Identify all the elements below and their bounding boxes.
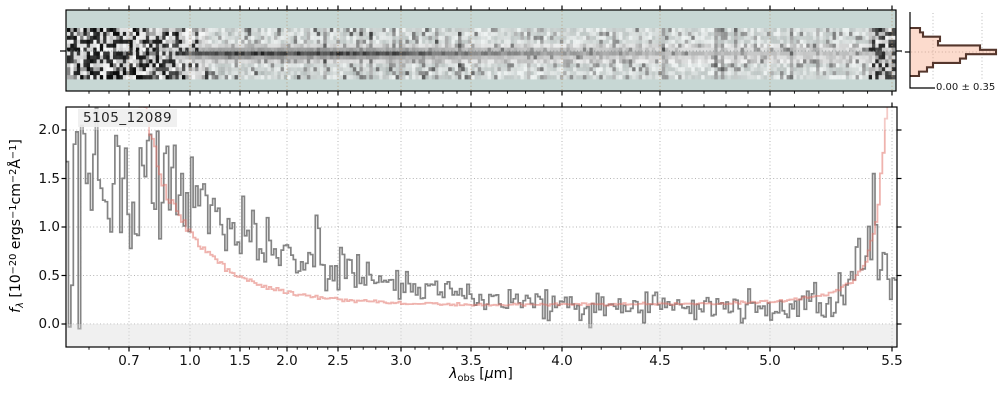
axis-label-segment: −2: [7, 168, 19, 184]
x-tick-label: 1.5: [229, 353, 251, 369]
x-tick-label: 2.0: [276, 353, 298, 369]
histogram-stats-label: 0.00 ± 0.35: [936, 82, 996, 93]
x-axis-label: λobs [μm]: [449, 366, 513, 384]
x-tick-label: 4.5: [649, 353, 671, 369]
axis-label-segment: ergs: [8, 218, 24, 254]
x-tick-label: 0.7: [118, 353, 140, 369]
axis-label-segment: λ: [449, 366, 458, 382]
y-axis-label: fλ [10−20 ergs−1cm−2Å−1]: [7, 131, 26, 321]
y-tick-label: 0.5: [38, 267, 60, 284]
axis-label-segment: obs: [457, 372, 475, 384]
axis-label-segment: ]: [8, 139, 24, 145]
axis-label-segment: f: [8, 307, 24, 313]
x-tick-label: 5.5: [881, 353, 903, 369]
axis-label-segment: μ: [484, 366, 494, 382]
axis-label-segment: λ: [14, 302, 26, 308]
axis-label-segment: cm: [8, 183, 24, 205]
axis-label-segment: −1: [7, 204, 19, 219]
axis-label-segment: −20: [7, 253, 19, 275]
x-tick-label: 3.5: [460, 353, 482, 369]
y-tick-label: 1.5: [38, 170, 60, 187]
x-tick-label: 4.0: [551, 353, 573, 369]
x-tick-label: 2.5: [327, 353, 349, 369]
y-tick-label: 2.0: [38, 122, 60, 138]
axis-label-segment: m]: [493, 366, 513, 382]
x-tick-label: 3.0: [390, 353, 412, 369]
y-tick-label: 1.0: [38, 219, 60, 235]
target-label: 5105_12089: [78, 109, 178, 127]
x-tick-label: 1.0: [179, 353, 201, 369]
axis-label-segment: [: [474, 366, 485, 382]
axis-label-segment: Å: [8, 159, 24, 169]
y-tick-label: 0.0: [38, 316, 60, 332]
axis-label-segment: −1: [7, 144, 19, 160]
axis-label-segment: [10: [8, 274, 24, 303]
x-tick-label: 5.0: [759, 353, 781, 369]
